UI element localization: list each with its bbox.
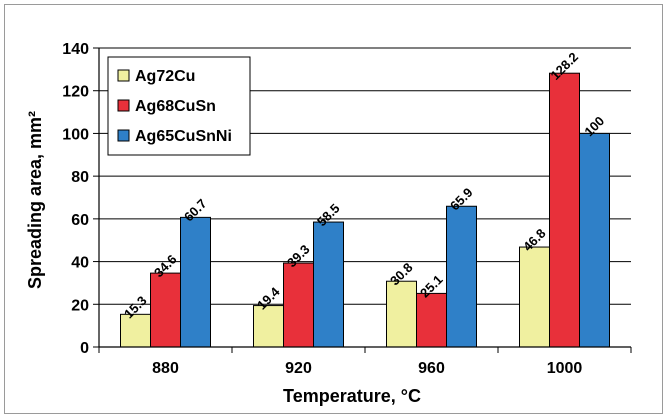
bar-ag72cu [120,313,151,348]
legend-swatch [117,129,130,142]
x-tick-label: 920 [285,360,312,377]
y-tick-labels: 0 20 40 60 80 100 120 140 [62,41,89,357]
y-tick-label: 0 [80,340,89,357]
x-tick-labels: 880 920 960 1000 [152,360,582,377]
legend-swatch [117,69,130,82]
y-tick-label: 40 [71,255,89,272]
axes [93,47,632,353]
legend: Ag72Cu Ag68CuSn Ag65CuSnNi [107,56,251,156]
bar-ag65cusnni [313,221,344,348]
y-axis-title: Spreading area, mm² [25,111,45,289]
bar-ag68cusn [283,262,314,348]
bar-ag72cu [519,246,550,348]
legend-box [107,56,251,156]
x-axis-title: Temperature, °C [283,386,421,406]
x-tick-label: 1000 [547,360,583,377]
bar-ag65cusnni [446,205,477,348]
bar-ag65cusnni [180,216,211,348]
bar-ag65cusnni [579,132,610,348]
bar-ag68cusn [549,72,580,348]
bar-ag72cu [253,305,284,348]
x-tick-label: 960 [418,360,445,377]
y-tick-label: 20 [71,297,89,314]
y-tick-label: 140 [62,41,89,58]
bar-ag72cu [386,280,417,348]
x-tick-label: 880 [152,360,179,377]
bar-ag68cusn [416,292,447,348]
y-tick-label: 80 [71,169,89,186]
bars [120,72,610,348]
bar-ag68cusn [150,272,181,348]
legend-label: Ag65CuSnNi [135,128,232,145]
legend-swatch [117,99,130,112]
y-tick-label: 120 [62,84,89,101]
y-tick-label: 60 [71,212,89,229]
legend-label: Ag72Cu [135,68,195,85]
legend-label: Ag68CuSn [135,98,216,115]
y-tick-label: 100 [62,126,89,143]
